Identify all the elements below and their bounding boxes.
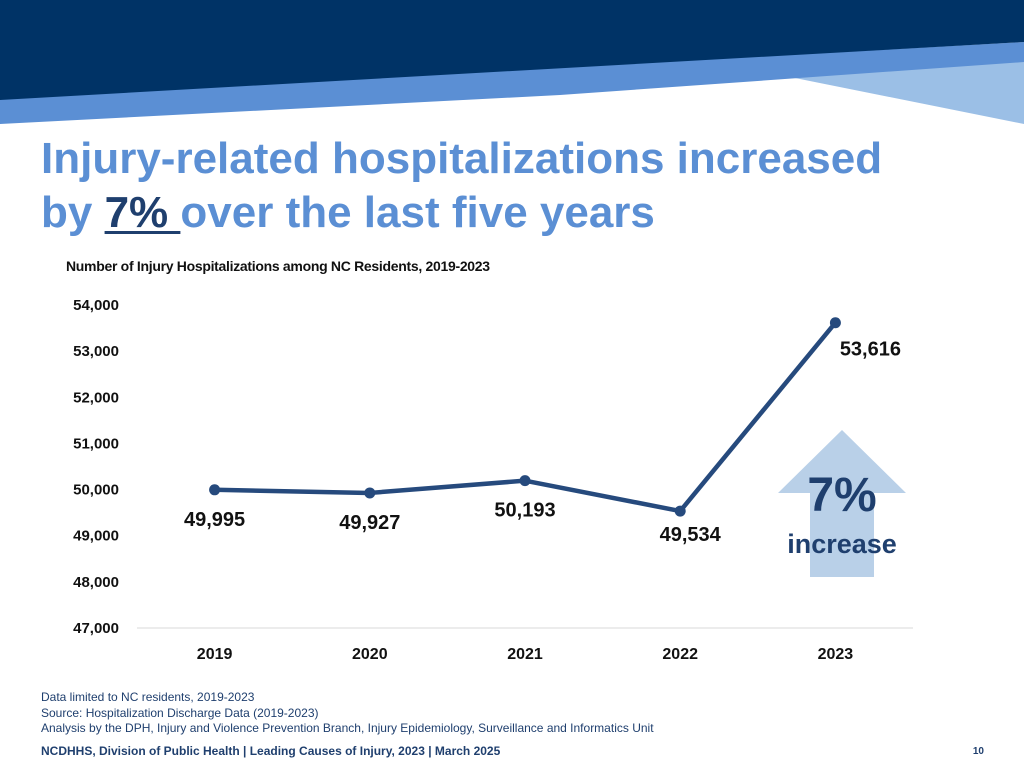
up-arrow-icon <box>778 430 906 577</box>
data-point <box>209 484 221 496</box>
footnote: Analysis by the DPH, Injury and Violence… <box>41 721 654 735</box>
title-by: by <box>41 188 105 237</box>
y-tick-label: 54,000 <box>73 297 119 314</box>
x-tick-label: 2023 <box>818 646 854 663</box>
data-point <box>674 505 686 517</box>
data-label: 49,534 <box>660 524 722 546</box>
y-tick-label: 48,000 <box>73 574 119 591</box>
data-label: 53,616 <box>840 339 901 361</box>
y-tick-label: 53,000 <box>73 343 119 360</box>
x-axis-ticks: 2019 2020 2021 2022 2023 <box>197 646 853 663</box>
callout-percent: 7% <box>807 469 876 522</box>
x-tick-label: 2022 <box>662 646 698 663</box>
data-point <box>519 475 531 487</box>
data-points <box>209 317 841 517</box>
data-point <box>829 317 841 329</box>
y-tick-label: 52,000 <box>73 389 119 406</box>
x-tick-label: 2020 <box>352 646 388 663</box>
data-label: 50,193 <box>494 500 555 522</box>
footer-text: NCDHHS, Division of Public Health | Lead… <box>41 744 501 758</box>
data-label: 49,927 <box>339 512 400 534</box>
y-tick-label: 51,000 <box>73 435 119 452</box>
data-point <box>364 487 376 499</box>
y-tick-label: 49,000 <box>73 528 119 545</box>
x-tick-label: 2019 <box>197 646 233 663</box>
data-labels: 49,995 49,927 50,193 49,534 53,616 <box>184 339 901 546</box>
chart-title: Number of Injury Hospitalizations among … <box>66 258 490 274</box>
header-banner <box>0 0 1024 124</box>
page-number: 10 <box>972 746 984 757</box>
y-tick-label: 50,000 <box>73 482 119 499</box>
title-rest: over the last five years <box>180 188 655 237</box>
line-chart: 54,000 53,000 52,000 51,000 50,000 49,000 48,0… <box>73 297 913 663</box>
callout-label: increase <box>787 529 897 559</box>
title-line1: Injury-related hospitalizations increase… <box>41 134 883 183</box>
x-tick-label: 2021 <box>507 646 543 663</box>
footnote: Source: Hospitalization Discharge Data (… <box>41 705 319 720</box>
data-label: 49,995 <box>184 509 245 531</box>
footnote: Data limited to NC residents, 2019-2023 <box>41 690 255 704</box>
banner-mid-stripe <box>0 42 1024 124</box>
y-axis-ticks: 54,000 53,000 52,000 51,000 50,000 49,000 48,0… <box>73 297 119 637</box>
increase-callout: 7% increase <box>778 430 906 577</box>
y-tick-label: 47,000 <box>73 620 119 637</box>
page-title: Injury-related hospitalizations increase… <box>41 132 1001 240</box>
banner-dark <box>0 0 1024 100</box>
title-highlight: 7% <box>104 188 181 237</box>
footnotes: Data limited to NC residents, 2019-2023 … <box>41 690 654 737</box>
